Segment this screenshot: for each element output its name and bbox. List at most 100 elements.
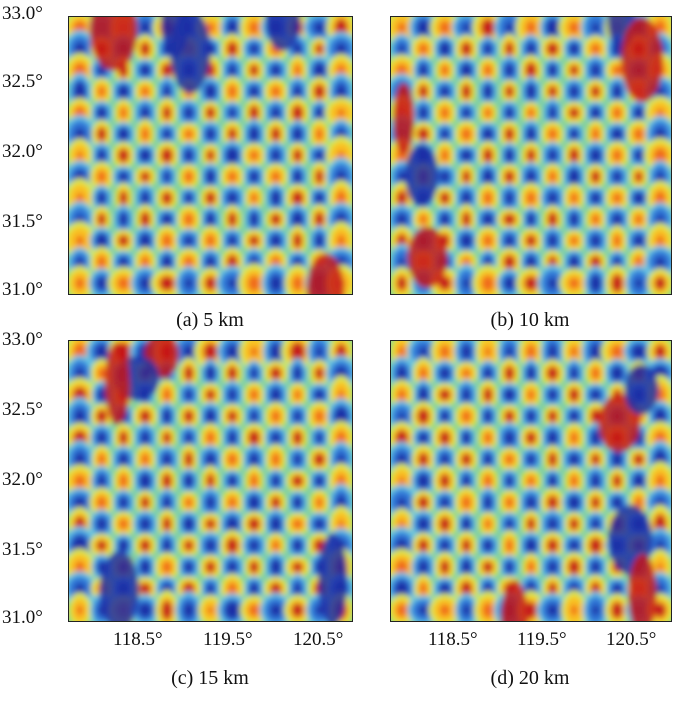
anomaly-core (526, 496, 536, 509)
anomaly-core (655, 86, 665, 97)
anomaly-core (440, 453, 449, 465)
anomaly-core (292, 562, 303, 573)
anomaly-core (96, 409, 107, 423)
anomaly-core (526, 127, 536, 142)
anomaly-core (591, 430, 600, 445)
anomaly-core (315, 106, 324, 120)
panel-d-caption: (d) 20 km (490, 667, 570, 689)
anomaly-core (525, 62, 537, 79)
anomaly-core (504, 365, 515, 381)
anomaly-core (249, 105, 259, 121)
anomaly-core (314, 211, 325, 227)
anomaly-core (292, 519, 303, 530)
anomaly-core (654, 408, 666, 424)
anomaly-core (418, 560, 428, 574)
anomaly-core (526, 84, 536, 100)
panel-d-checkerboard (391, 341, 671, 621)
anomaly-core (206, 149, 215, 162)
anomaly-core (591, 453, 600, 466)
anomaly-core (75, 277, 85, 290)
anomaly-core (293, 170, 302, 184)
anomaly-core (316, 346, 323, 358)
anomaly-core (590, 389, 601, 400)
anomaly-core (590, 274, 601, 292)
anomaly-core (482, 128, 494, 141)
anomaly-core (293, 496, 302, 509)
anomaly-core (314, 452, 325, 466)
anomaly-core (293, 149, 302, 162)
anomaly-core (294, 390, 301, 400)
anomaly-core (205, 169, 216, 184)
edge-smear (624, 364, 659, 415)
anomaly-core (118, 127, 129, 141)
anomaly-core (314, 84, 325, 99)
anomaly-core (526, 431, 536, 445)
anomaly-core (397, 276, 407, 291)
anomaly-core (250, 212, 259, 227)
anomaly-core (227, 192, 238, 204)
anomaly-core (205, 84, 216, 99)
anomaly-core (461, 344, 471, 359)
anomaly-core (612, 452, 622, 467)
anomaly-core (462, 170, 471, 184)
anomaly-core (206, 256, 215, 268)
anomaly-core (633, 473, 645, 489)
anomaly-core (505, 107, 514, 119)
anomaly-core (249, 44, 259, 54)
edge-smear (620, 17, 664, 103)
anomaly-core (97, 474, 106, 488)
anomaly-core (526, 410, 536, 422)
anomaly-core (418, 452, 429, 467)
anomaly-core (314, 150, 324, 161)
anomaly-core (570, 367, 578, 380)
xtick-c-119-5: 119.5° (203, 629, 253, 650)
anomaly-core (249, 582, 259, 595)
anomaly-core (461, 410, 471, 423)
anomaly-core (526, 42, 536, 56)
anomaly-core (140, 64, 151, 76)
anomaly-core (483, 234, 493, 247)
anomaly-core (568, 559, 580, 575)
anomaly-core (548, 234, 557, 247)
anomaly-core (611, 601, 623, 619)
anomaly-core (569, 255, 579, 269)
anomaly-core (271, 107, 280, 119)
anomaly-core (592, 127, 600, 141)
anomaly-core (183, 517, 194, 531)
anomaly-core (418, 517, 429, 531)
anomaly-core (118, 518, 128, 530)
anomaly-core (228, 84, 237, 99)
anomaly-core (569, 107, 579, 119)
anomaly-core (460, 234, 472, 248)
anomaly-core (291, 191, 304, 206)
anomaly-core (633, 453, 644, 466)
anomaly-core (205, 409, 216, 424)
anomaly-core (294, 64, 301, 77)
anomaly-core (97, 170, 107, 183)
anomaly-core (590, 235, 601, 247)
edge-smear (404, 143, 439, 207)
anomaly-core (526, 366, 536, 381)
anomaly-core (396, 213, 407, 226)
anomaly-core (334, 18, 348, 37)
anomaly-core (656, 214, 664, 225)
anomaly-core (184, 540, 194, 551)
anomaly-core (504, 388, 515, 401)
anomaly-core (634, 256, 643, 269)
anomaly-core (462, 474, 471, 488)
ytick-c-32: 32.0° (2, 469, 43, 490)
anomaly-core (418, 85, 428, 99)
anomaly-core (631, 344, 646, 359)
anomaly-core (654, 276, 666, 291)
anomaly-core (460, 581, 472, 596)
anomaly-core (462, 368, 471, 378)
anomaly-core (483, 191, 493, 205)
anomaly-core (163, 129, 171, 139)
anomaly-core (548, 128, 557, 140)
anomaly-core (570, 432, 578, 444)
anomaly-core (569, 65, 579, 76)
anomaly-core (183, 256, 194, 268)
anomaly-core (398, 171, 406, 182)
anomaly-core (590, 343, 601, 360)
anomaly-core (634, 496, 643, 509)
